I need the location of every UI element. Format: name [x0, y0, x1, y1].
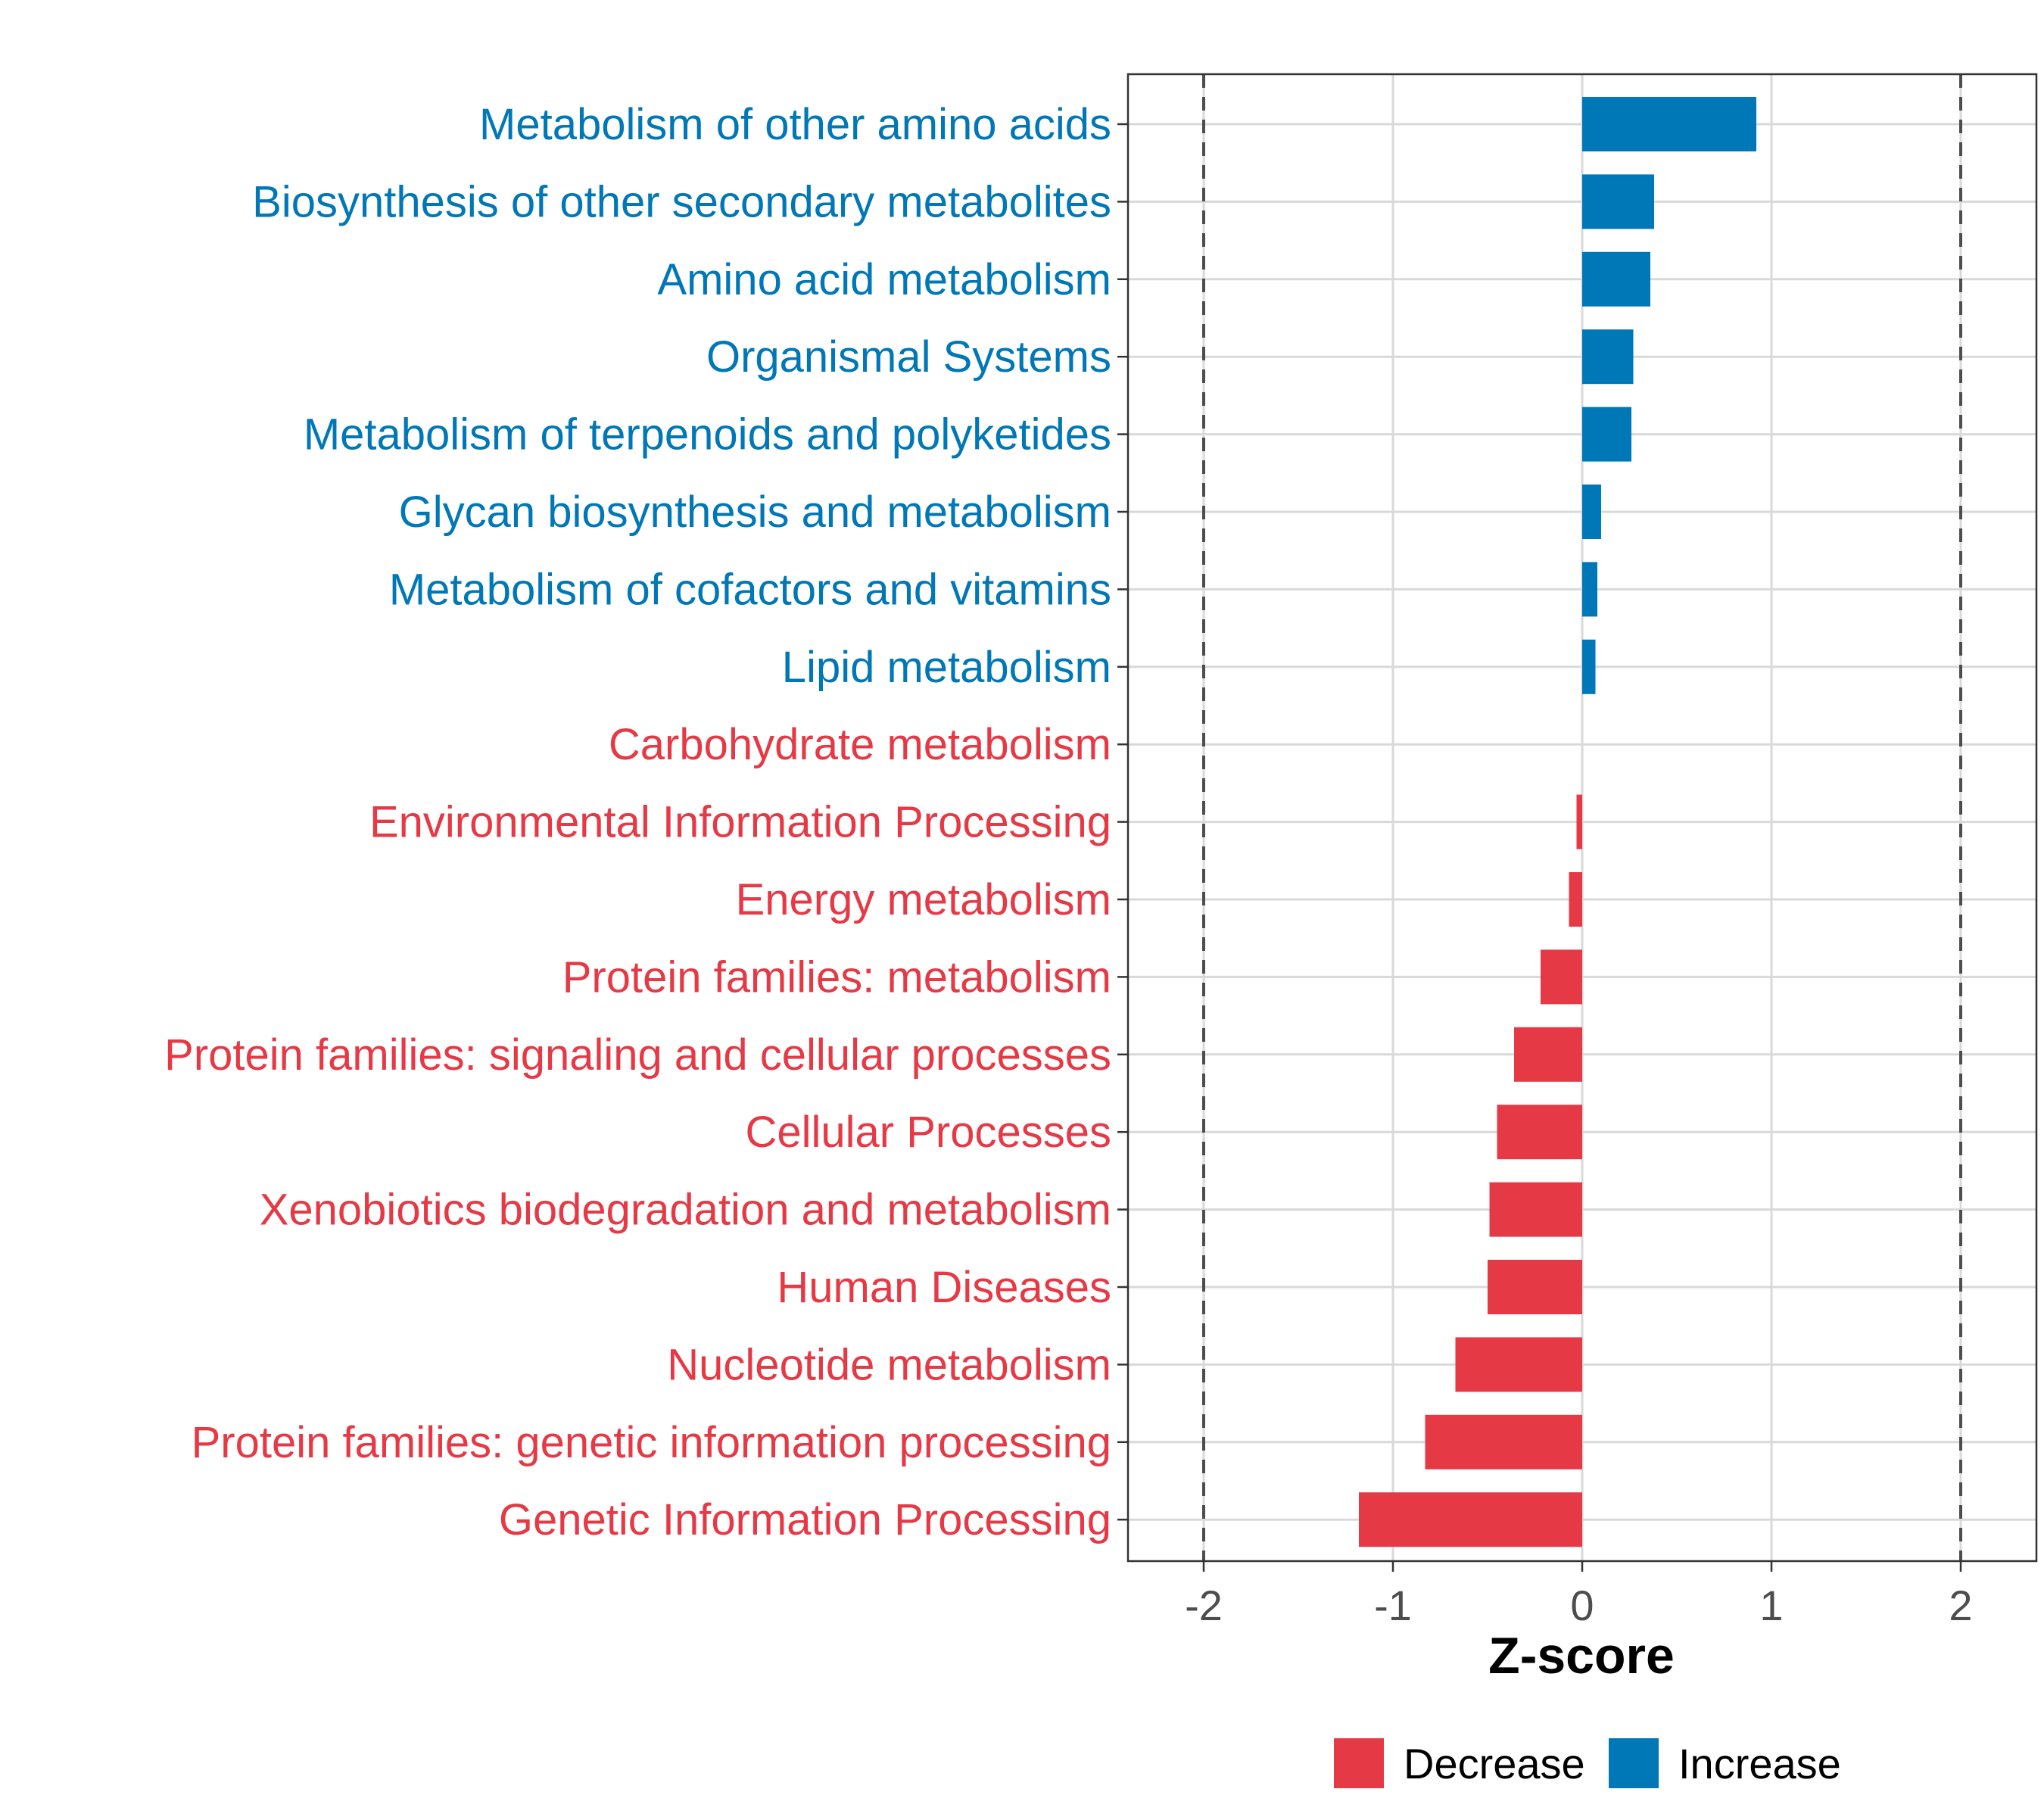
- bar-11: [1541, 949, 1582, 1005]
- bar-14: [1489, 1182, 1582, 1237]
- y-axis-ticks: [1117, 123, 1128, 1521]
- bar-17: [1425, 1414, 1582, 1469]
- category-label-9: Environmental Information Processing: [369, 798, 1111, 847]
- bar-3: [1582, 329, 1634, 385]
- category-label-15: Human Diseases: [777, 1263, 1111, 1312]
- x-axis-ticks: -2 -1 0 1 2: [1185, 1561, 1973, 1629]
- bar-5: [1582, 485, 1601, 539]
- category-label-1: Biosynthesis of other secondary metaboli…: [252, 177, 1111, 226]
- bar-16: [1455, 1337, 1582, 1392]
- legend: Decrease Increase: [1334, 1738, 1841, 1788]
- x-tick-label-4: 2: [1949, 1582, 1972, 1629]
- category-label-14: Xenobiotics biodegradation and metabolis…: [260, 1186, 1111, 1235]
- category-label-11: Protein families: metabolism: [562, 952, 1111, 1002]
- category-label-13: Cellular Processes: [745, 1108, 1111, 1157]
- category-label-7: Lipid metabolism: [782, 643, 1111, 692]
- legend-label-decrease: Decrease: [1404, 1740, 1585, 1787]
- bar-7: [1582, 639, 1596, 694]
- bar-18: [1359, 1492, 1582, 1547]
- bar-10: [1569, 872, 1582, 927]
- category-label-16: Nucleotide metabolism: [667, 1340, 1111, 1389]
- category-label-2: Amino acid metabolism: [657, 255, 1111, 304]
- x-tick-label-0: -2: [1185, 1582, 1223, 1629]
- legend-key-increase: [1609, 1738, 1659, 1788]
- bar-6: [1582, 562, 1597, 617]
- category-label-6: Metabolism of cofactors and vitamins: [389, 565, 1111, 614]
- bar-4: [1582, 407, 1631, 462]
- category-label-17: Protein families: genetic information pr…: [192, 1418, 1111, 1467]
- x-axis-title: Z-score: [1488, 1627, 1675, 1685]
- category-label-4: Metabolism of terpenoids and polyketides: [304, 410, 1111, 460]
- bar-0: [1582, 97, 1756, 151]
- bar-9: [1576, 794, 1582, 849]
- category-label-18: Genetic Information Processing: [499, 1495, 1111, 1544]
- category-label-12: Protein families: signaling and cellular…: [164, 1030, 1111, 1080]
- legend-label-increase: Increase: [1678, 1740, 1841, 1787]
- category-label-8: Carbohydrate metabolism: [609, 720, 1111, 769]
- x-tick-label-1: -1: [1374, 1582, 1412, 1629]
- category-label-5: Glycan biosynthesis and metabolism: [399, 488, 1111, 537]
- legend-key-decrease: [1334, 1738, 1384, 1788]
- bar-12: [1514, 1027, 1582, 1082]
- category-label-0: Metabolism of other amino acids: [479, 100, 1111, 149]
- x-tick-label-2: 0: [1570, 1582, 1594, 1629]
- bar-2: [1582, 251, 1650, 307]
- bars: [1359, 97, 1756, 1547]
- reference-lines: [1202, 74, 1962, 1561]
- category-label-3: Organismal Systems: [706, 332, 1111, 382]
- y-axis-category-labels: Metabolism of other amino acids Biosynthe…: [164, 100, 1111, 1544]
- x-tick-label-3: 1: [1759, 1582, 1783, 1629]
- category-label-10: Energy metabolism: [736, 875, 1111, 924]
- bar-13: [1497, 1105, 1582, 1160]
- bar-15: [1488, 1260, 1582, 1314]
- bar-1: [1582, 174, 1654, 229]
